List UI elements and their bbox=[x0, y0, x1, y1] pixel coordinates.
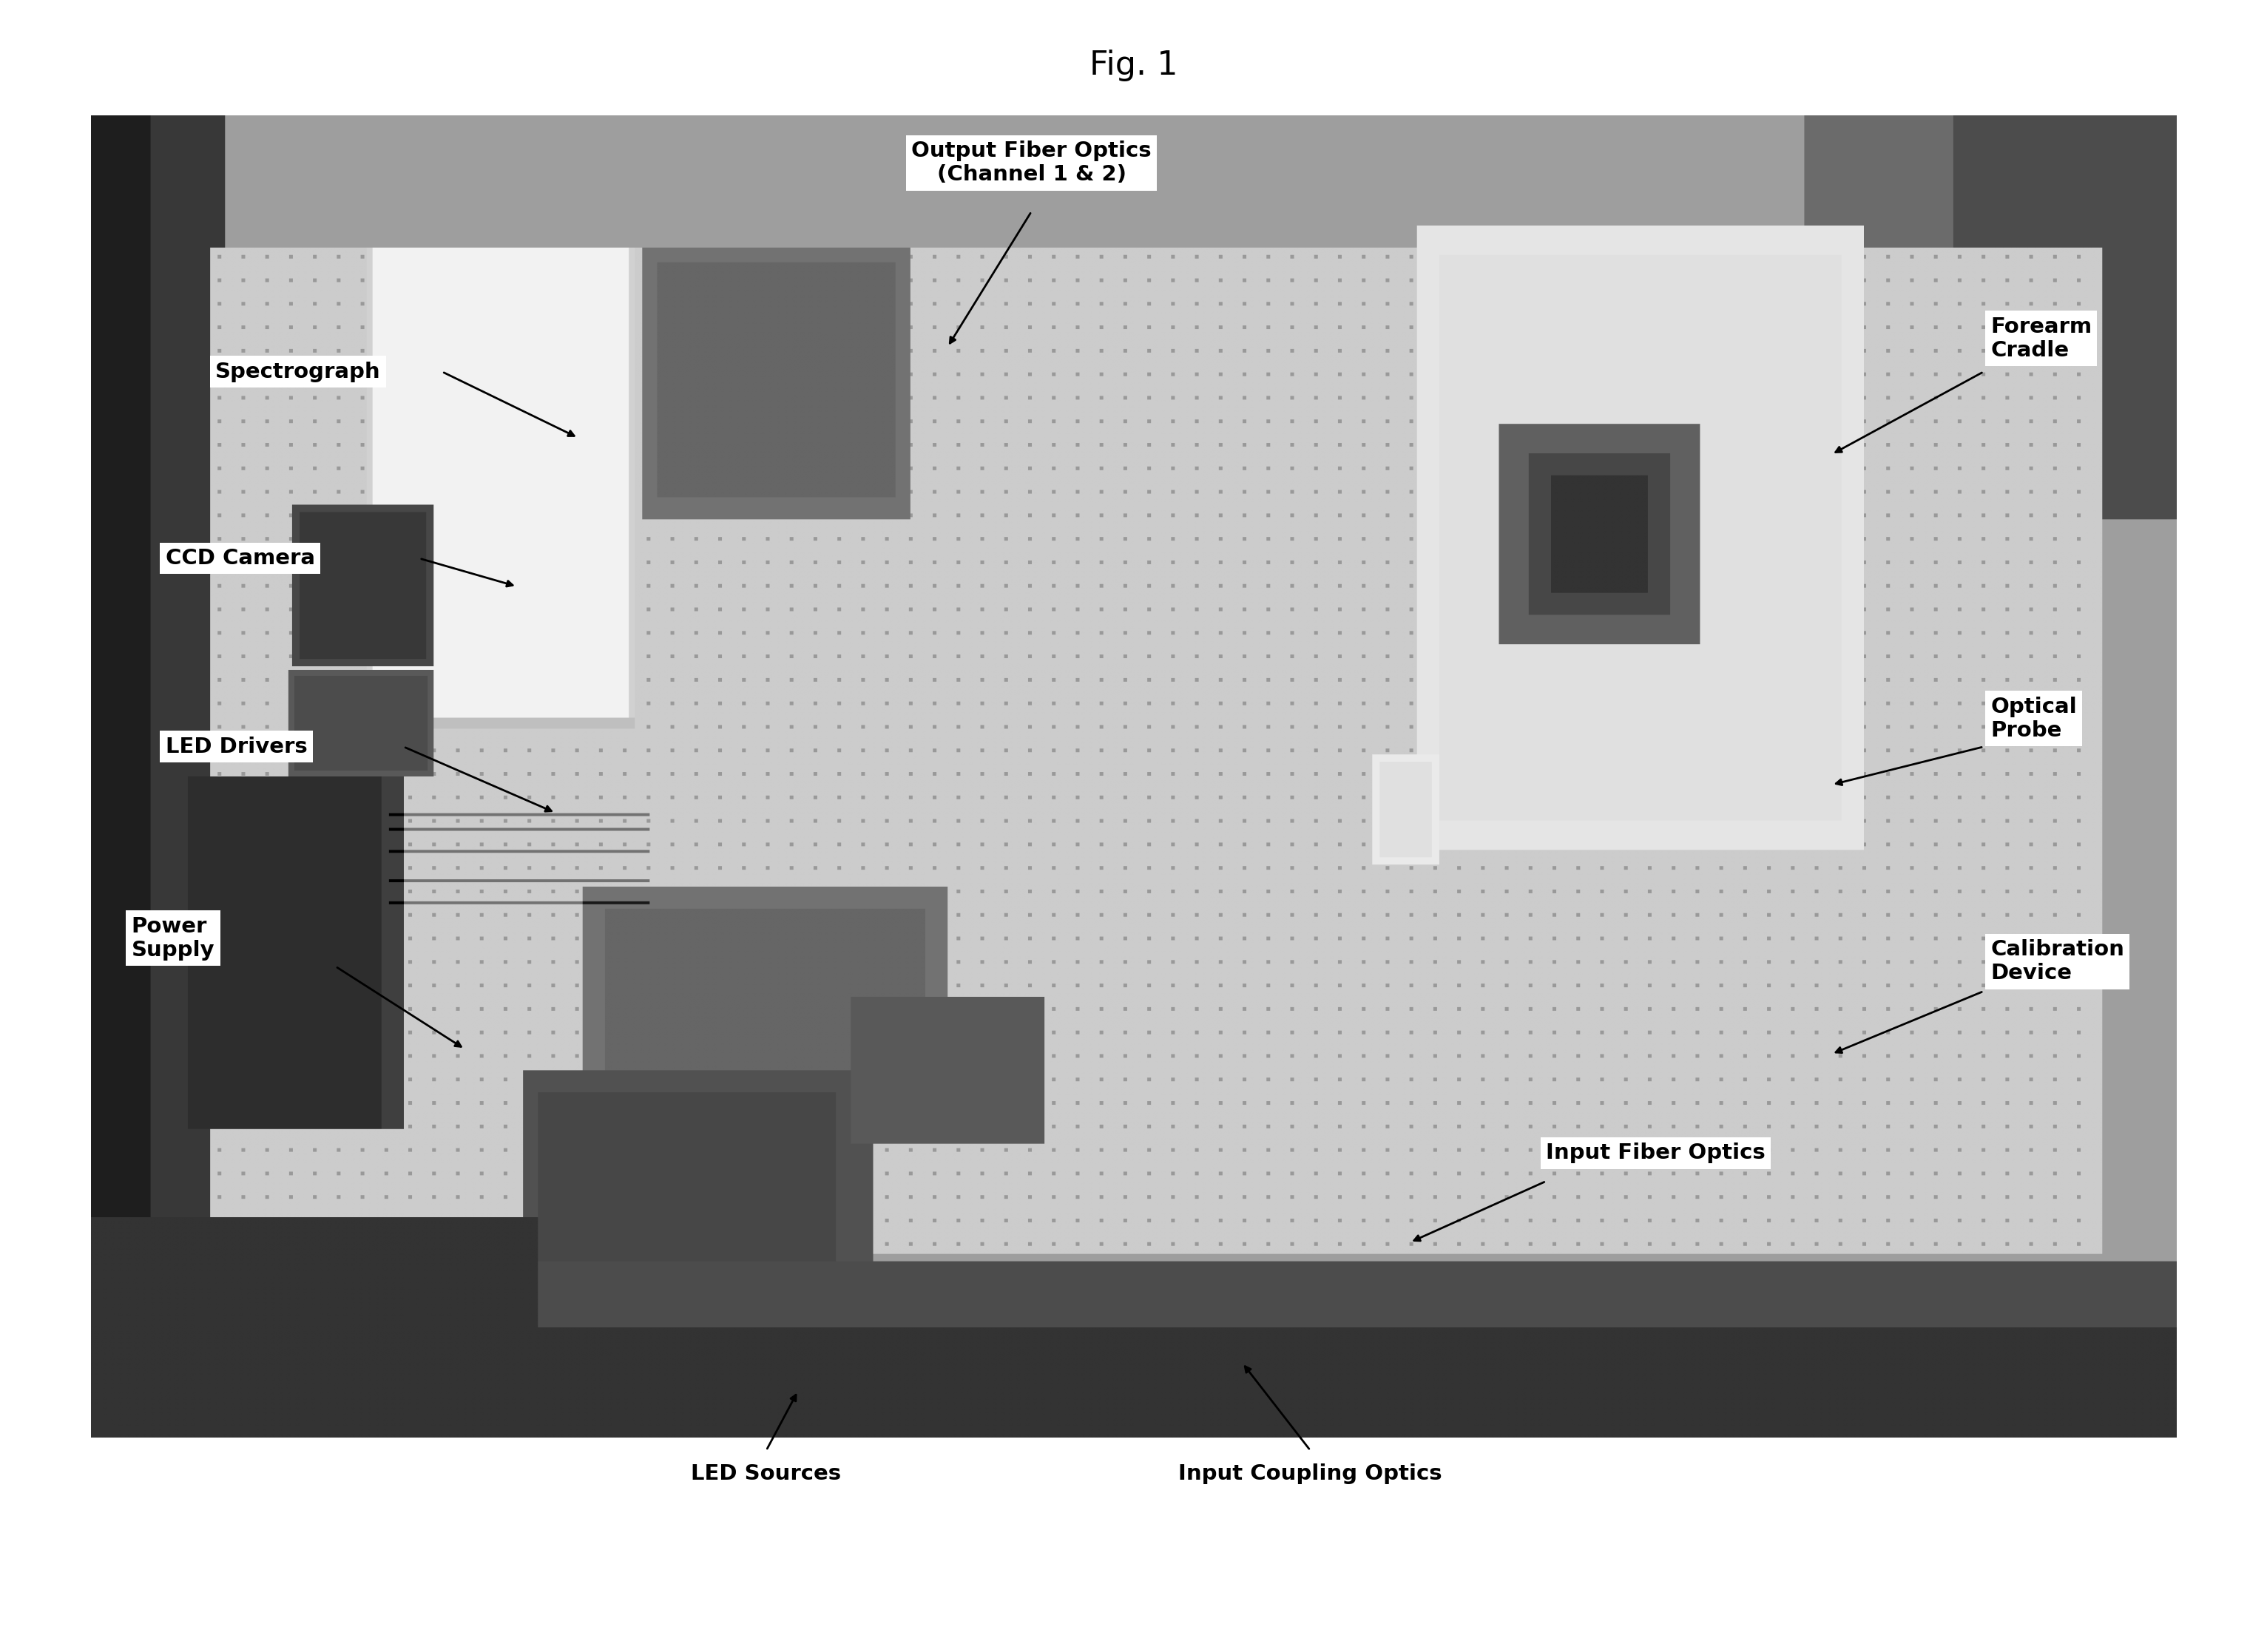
Text: Fig. 1: Fig. 1 bbox=[1090, 50, 1177, 81]
Text: Power
Supply: Power Supply bbox=[131, 915, 215, 961]
Text: Optical
Probe: Optical Probe bbox=[1990, 695, 2077, 742]
Text: Calibration
Device: Calibration Device bbox=[1990, 938, 2124, 985]
Text: Input Fiber Optics: Input Fiber Optics bbox=[1546, 1143, 1766, 1163]
Text: Spectrograph: Spectrograph bbox=[215, 362, 381, 382]
Text: CCD Camera: CCD Camera bbox=[165, 548, 315, 568]
Text: Output Fiber Optics
(Channel 1 & 2): Output Fiber Optics (Channel 1 & 2) bbox=[911, 140, 1152, 185]
Text: Forearm
Cradle: Forearm Cradle bbox=[1990, 316, 2092, 362]
Text: LED Sources: LED Sources bbox=[691, 1464, 841, 1483]
Text: LED Drivers: LED Drivers bbox=[165, 737, 308, 757]
Text: Input Coupling Optics: Input Coupling Optics bbox=[1179, 1464, 1442, 1483]
